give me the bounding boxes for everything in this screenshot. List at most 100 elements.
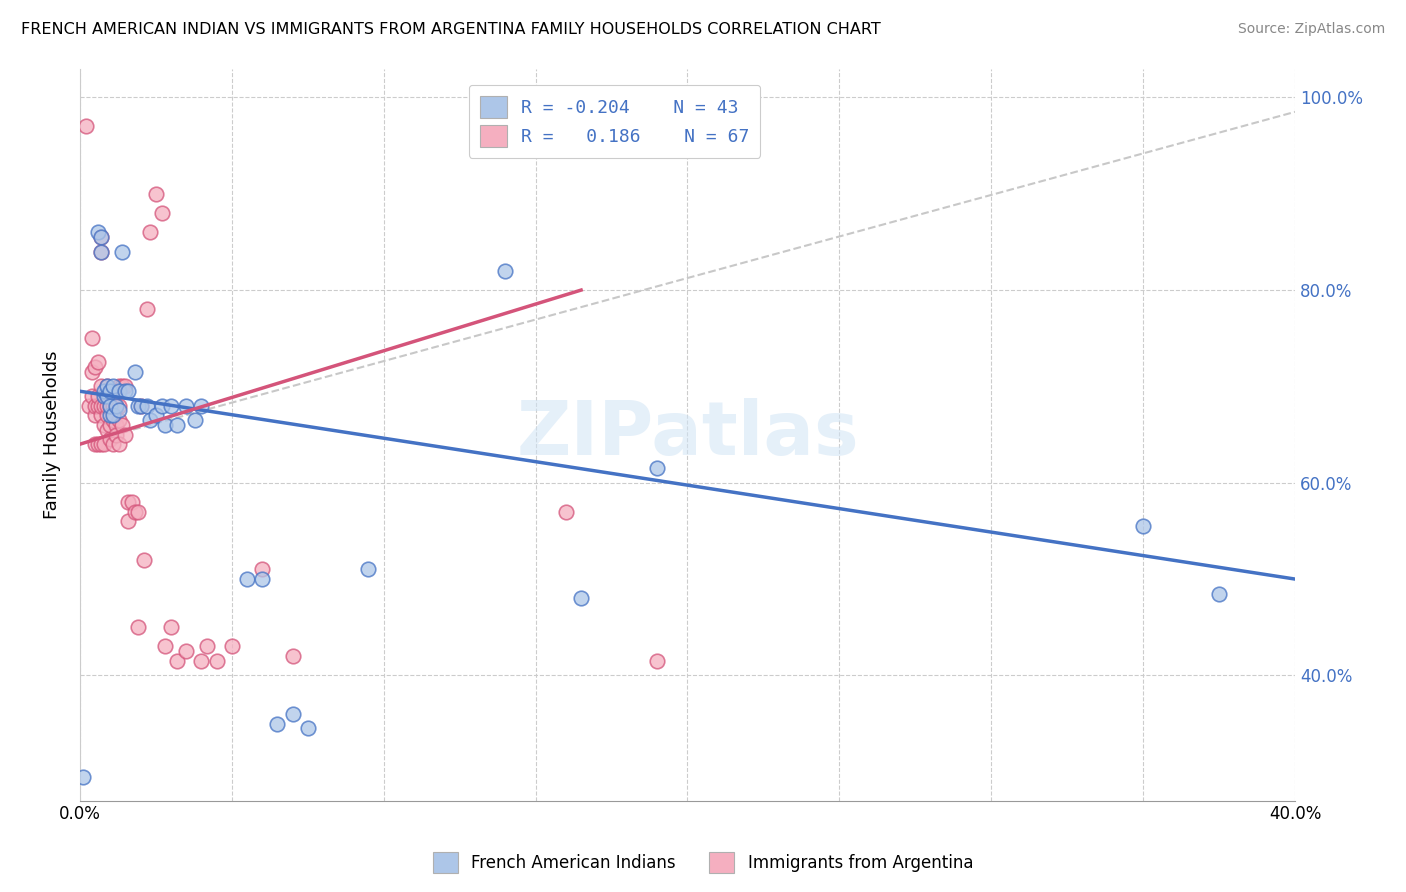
Point	[111, 244, 134, 259]
Point	[98, 399, 121, 413]
Point	[135, 302, 157, 317]
Point	[108, 437, 131, 451]
Point	[80, 365, 103, 379]
Point	[103, 437, 125, 451]
Point	[281, 649, 304, 664]
Point	[114, 384, 136, 399]
Point	[105, 417, 128, 432]
Point	[87, 225, 110, 239]
Point	[105, 399, 128, 413]
Point	[77, 399, 100, 413]
Point	[494, 264, 516, 278]
Point	[117, 514, 139, 528]
Point	[190, 399, 212, 413]
Point	[357, 562, 380, 576]
Point	[153, 640, 176, 654]
Point	[111, 417, 134, 432]
Point	[197, 640, 219, 654]
Point	[127, 620, 149, 634]
Text: Source: ZipAtlas.com: Source: ZipAtlas.com	[1237, 22, 1385, 37]
Point	[84, 437, 107, 451]
Point	[645, 461, 668, 475]
Legend: R = -0.204    N = 43, R =   0.186    N = 67: R = -0.204 N = 43, R = 0.186 N = 67	[468, 85, 761, 158]
Point	[87, 399, 110, 413]
Point	[129, 399, 152, 413]
Point	[145, 409, 167, 423]
Point	[135, 399, 157, 413]
Point	[98, 433, 121, 447]
Point	[87, 355, 110, 369]
Point	[114, 379, 136, 393]
Point	[221, 640, 243, 654]
Point	[96, 409, 118, 423]
Point	[103, 399, 125, 413]
Point	[190, 654, 212, 668]
Point	[1208, 586, 1230, 600]
Point	[236, 572, 259, 586]
Point	[108, 379, 131, 393]
Point	[297, 722, 319, 736]
Y-axis label: Family Households: Family Households	[44, 351, 60, 519]
Point	[93, 384, 115, 399]
Point	[569, 591, 592, 606]
Point	[160, 399, 183, 413]
Point	[645, 654, 668, 668]
Point	[98, 399, 121, 413]
Point	[96, 423, 118, 437]
Point	[90, 409, 112, 423]
Point	[103, 413, 125, 427]
Point	[174, 644, 197, 658]
Point	[105, 399, 128, 413]
Point	[1132, 519, 1154, 533]
Point	[174, 399, 197, 413]
Point	[90, 244, 112, 259]
Point	[124, 505, 146, 519]
Point	[124, 365, 146, 379]
Point	[108, 399, 131, 413]
Point	[98, 384, 121, 399]
Point	[153, 417, 176, 432]
Point	[117, 384, 139, 399]
Point	[96, 399, 118, 413]
Point	[90, 244, 112, 259]
Point	[90, 399, 112, 413]
Point	[103, 409, 125, 423]
Point	[103, 379, 125, 393]
Point	[205, 654, 228, 668]
Point	[139, 225, 162, 239]
Point	[105, 427, 128, 442]
Point	[98, 409, 121, 423]
Point	[98, 417, 121, 432]
Point	[84, 399, 107, 413]
Point	[90, 379, 112, 393]
Text: ZIPatlas: ZIPatlas	[516, 398, 859, 471]
Point	[150, 206, 173, 220]
Point	[80, 389, 103, 403]
Point	[160, 620, 183, 634]
Point	[184, 413, 207, 427]
Point	[108, 403, 131, 417]
Point	[93, 389, 115, 403]
Point	[80, 331, 103, 345]
Point	[281, 706, 304, 721]
Point	[96, 379, 118, 393]
Point	[121, 495, 143, 509]
Point	[129, 399, 152, 413]
Point	[90, 437, 112, 451]
Legend: French American Indians, Immigrants from Argentina: French American Indians, Immigrants from…	[426, 846, 980, 880]
Point	[132, 553, 155, 567]
Point	[150, 399, 173, 413]
Point	[145, 186, 167, 201]
Point	[108, 413, 131, 427]
Point	[250, 562, 273, 576]
Point	[555, 505, 578, 519]
Point	[84, 409, 107, 423]
Text: FRENCH AMERICAN INDIAN VS IMMIGRANTS FROM ARGENTINA FAMILY HOUSEHOLDS CORRELATIO: FRENCH AMERICAN INDIAN VS IMMIGRANTS FRO…	[21, 22, 880, 37]
Point	[108, 384, 131, 399]
Point	[266, 716, 288, 731]
Point	[75, 120, 97, 134]
Point	[117, 495, 139, 509]
Point	[90, 230, 112, 244]
Point	[93, 437, 115, 451]
Point	[250, 572, 273, 586]
